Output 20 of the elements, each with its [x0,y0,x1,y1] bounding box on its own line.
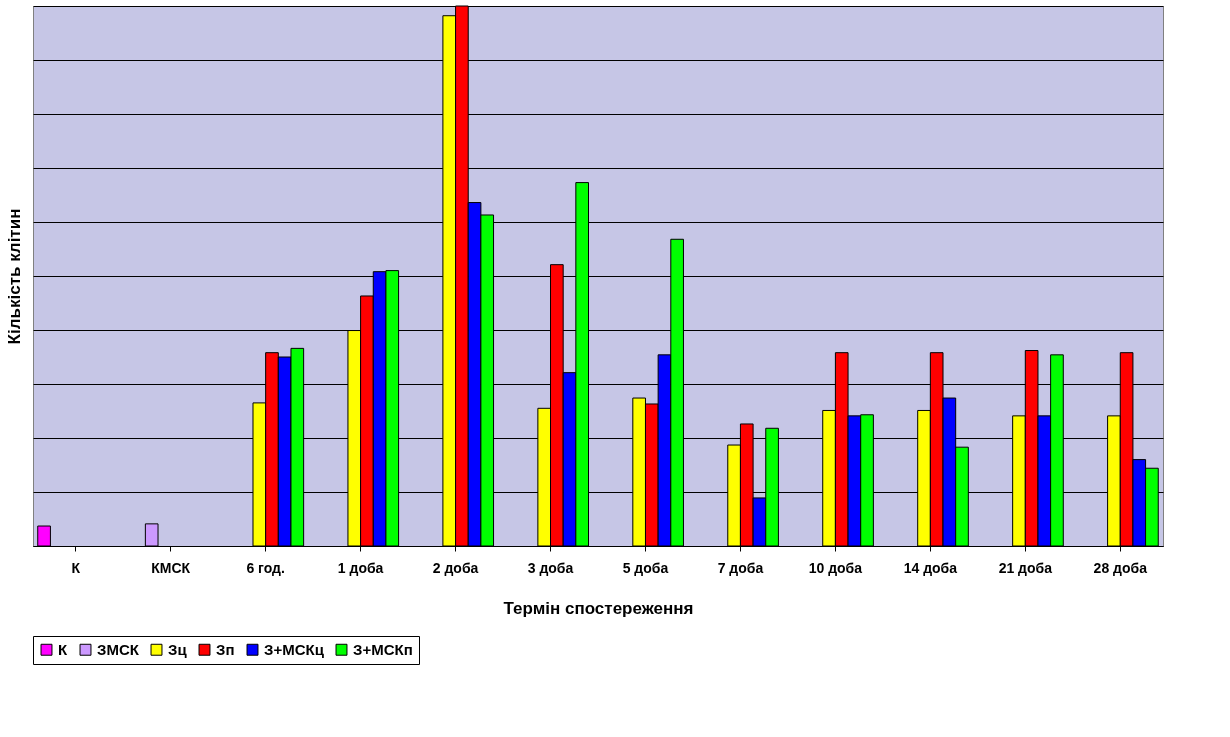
x-tick-label: 6 год. [246,559,285,576]
x-tick-label: 1 доба [337,559,384,576]
x-tick-label: 14 доба [903,559,958,576]
x-tick-label: 10 доба [808,559,863,576]
x-tick-label: 21 доба [998,559,1053,576]
legend-label: ЗМСК [97,640,140,658]
y-axis-title: Кількість клітин [4,208,24,345]
x-tick-label: 3 доба [527,559,574,576]
x-tick-label: К [71,559,81,576]
legend-label: З+МСКп [353,640,413,658]
legend-label: К [58,640,68,658]
x-tick-label: 2 доба [432,559,479,576]
x-tick-label: 5 доба [622,559,669,576]
legend-label: З+МСКц [264,640,325,658]
x-axis-title: Термін спостереження [503,598,694,618]
legend-label: Зц [168,640,188,658]
x-tick-label: КМСК [151,559,191,576]
x-tick-label: 28 доба [1093,559,1148,576]
legend-label: Зп [216,640,235,658]
x-tick-label: 7 доба [717,559,764,576]
